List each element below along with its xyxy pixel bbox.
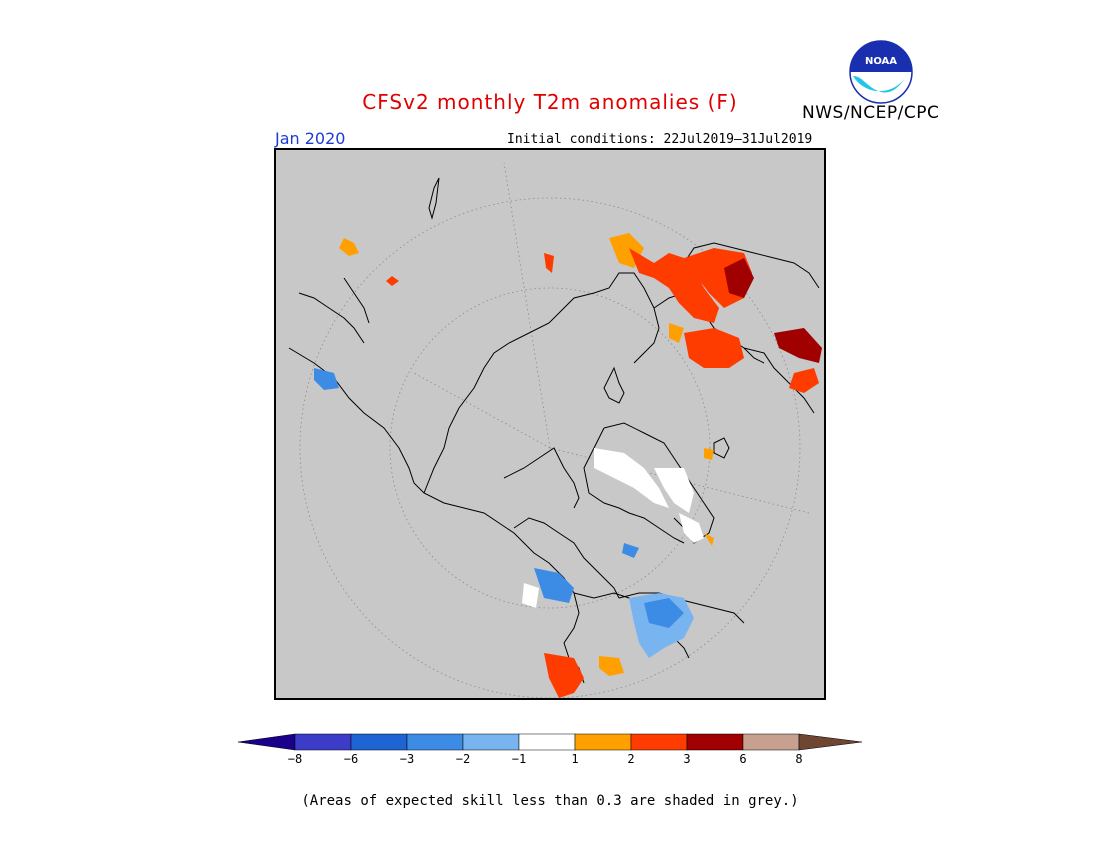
colorbar-bin [462, 733, 520, 751]
colorbar-bin [742, 733, 800, 751]
colorbar-bin [574, 733, 632, 751]
colorbar-tick: 3 [683, 752, 691, 766]
colorbar-tick: 8 [795, 752, 803, 766]
forecast-month: Jan 2020 [275, 129, 346, 148]
agency-label: NWS/NCEP/CPC [802, 103, 940, 123]
colorbar-tick: 2 [627, 752, 635, 766]
colorbar-tick: 1 [571, 752, 579, 766]
colorbar-bin [406, 733, 464, 751]
skill-footnote: (Areas of expected skill less than 0.3 a… [301, 793, 799, 809]
chart-title: CFSv2 monthly T2m anomalies (F) [362, 90, 738, 114]
colorbar-bin [686, 733, 744, 751]
colorbar-ticks: −8 −6 −3 −2 −1 1 2 3 6 8 [238, 752, 862, 768]
colorbar-bin [518, 733, 576, 751]
noaa-logo: NOAA [849, 40, 913, 104]
colorbar-tick: −6 [343, 752, 359, 766]
colorbar-bin [630, 733, 688, 751]
colorbar-tick: −8 [287, 752, 303, 766]
initial-conditions: Initial conditions: 22Jul2019–31Jul2019 [507, 132, 813, 147]
noaa-logo-text: NOAA [865, 56, 897, 67]
colorbar-tick: 6 [739, 752, 747, 766]
colorbar-tick: −2 [455, 752, 471, 766]
colorbar-tick: −3 [399, 752, 415, 766]
colorbar [238, 733, 862, 751]
colorbar-bin [294, 733, 352, 751]
map-background [274, 148, 826, 700]
colorbar-tick: −1 [511, 752, 527, 766]
anomaly-patches [314, 233, 822, 698]
colorbar-low-arrow [238, 733, 296, 751]
colorbar-bin [350, 733, 408, 751]
colorbar-high-arrow [798, 733, 862, 751]
polar-map [274, 148, 826, 700]
